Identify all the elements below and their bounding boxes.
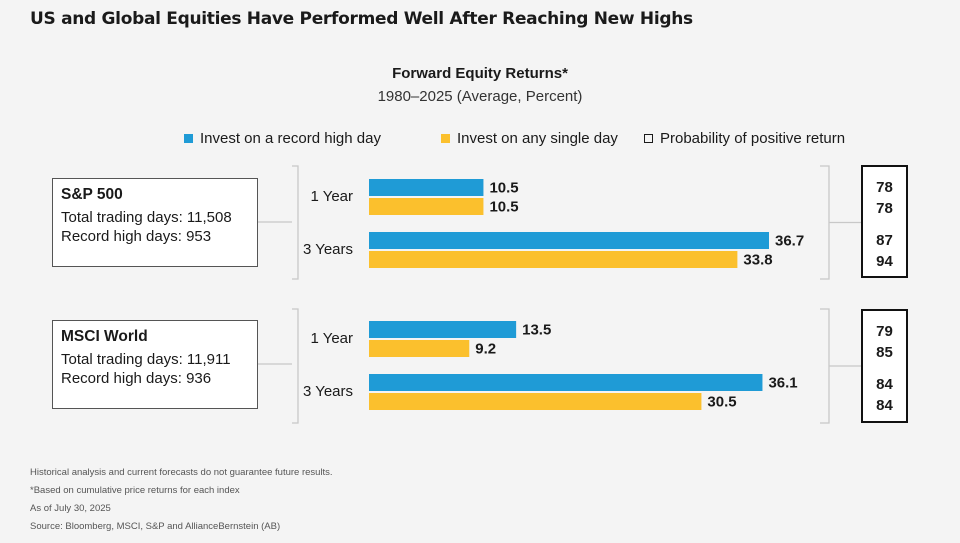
bar-any-day (369, 198, 484, 215)
footnote-date: As of July 30, 2025 (30, 503, 111, 514)
footnote-disclaimer: Historical analysis and current forecast… (30, 467, 333, 478)
sp500-total-days: Total trading days: 11,508 (61, 209, 232, 226)
legend-record-high-label: Invest on a record high day (200, 130, 381, 147)
prob-value: 94 (876, 253, 893, 270)
right-bracket (820, 165, 830, 280)
msci-record-days: Record high days: 936 (61, 370, 212, 387)
msci-1y-label: 1 Year (310, 330, 353, 347)
right-bracket (820, 308, 830, 424)
legend-any-day: Invest on any single day (441, 130, 618, 147)
sp500-1y-label: 1 Year (310, 188, 353, 205)
sp500-3y-label: 3 Years (302, 241, 353, 258)
prob-value: 87 (876, 232, 893, 249)
msci-probability-box: 79 85 84 84 (861, 309, 908, 423)
prob-value: 84 (876, 376, 893, 393)
bar-value-label: 36.1 (768, 375, 797, 392)
bar-value-label: 10.5 (489, 180, 518, 197)
msci-info-box: MSCI World Total trading days: 11,911 Re… (52, 320, 258, 409)
sp500-info-box: S&P 500 Total trading days: 11,508 Recor… (52, 178, 258, 267)
bar-any-day (369, 393, 702, 410)
yellow-square-icon (441, 134, 450, 143)
bar-record-high (369, 374, 763, 391)
legend-probability: Probability of positive return (644, 130, 845, 147)
legend-any-day-label: Invest on any single day (457, 130, 618, 147)
bar-any-day (369, 251, 738, 268)
bar-any-day (369, 340, 470, 357)
bar-value-label: 10.5 (489, 199, 518, 216)
blue-square-icon (184, 134, 193, 143)
footnote-basis: *Based on cumulative price returns for e… (30, 485, 240, 496)
bar-value-label: 9.2 (475, 341, 496, 358)
bar-value-label: 36.7 (775, 233, 804, 250)
hollow-square-icon (644, 134, 653, 143)
sp500-name: S&P 500 (61, 186, 123, 203)
msci-name: MSCI World (61, 328, 148, 345)
bar-value-label: 13.5 (522, 322, 551, 339)
legend-probability-label: Probability of positive return (660, 130, 846, 147)
legend-record-high: Invest on a record high day (184, 130, 381, 147)
footnote-source: Source: Bloomberg, MSCI, S&P and Allianc… (30, 521, 281, 532)
left-bracket (292, 165, 299, 280)
prob-value: 79 (876, 323, 893, 340)
prob-value: 78 (876, 200, 893, 217)
chart-subtitle: 1980–2025 (Average, Percent) (377, 88, 583, 105)
sp500-probability-box: 78 78 87 94 (861, 165, 908, 278)
prob-value: 85 (876, 344, 893, 361)
prob-value: 84 (876, 397, 893, 414)
prob-value: 78 (876, 179, 893, 196)
chart-title: Forward Equity Returns* (392, 65, 568, 82)
bar-value-label: 30.5 (707, 394, 736, 411)
headline: US and Global Equities Have Performed We… (30, 9, 693, 29)
bar-record-high (369, 321, 517, 338)
bar-record-high (369, 232, 769, 249)
bar-value-label: 33.8 (743, 252, 772, 269)
bar-record-high (369, 179, 484, 196)
sp500-record-days: Record high days: 953 (61, 228, 212, 245)
msci-total-days: Total trading days: 11,911 (61, 351, 231, 368)
msci-3y-label: 3 Years (302, 383, 353, 400)
left-bracket (292, 308, 299, 424)
